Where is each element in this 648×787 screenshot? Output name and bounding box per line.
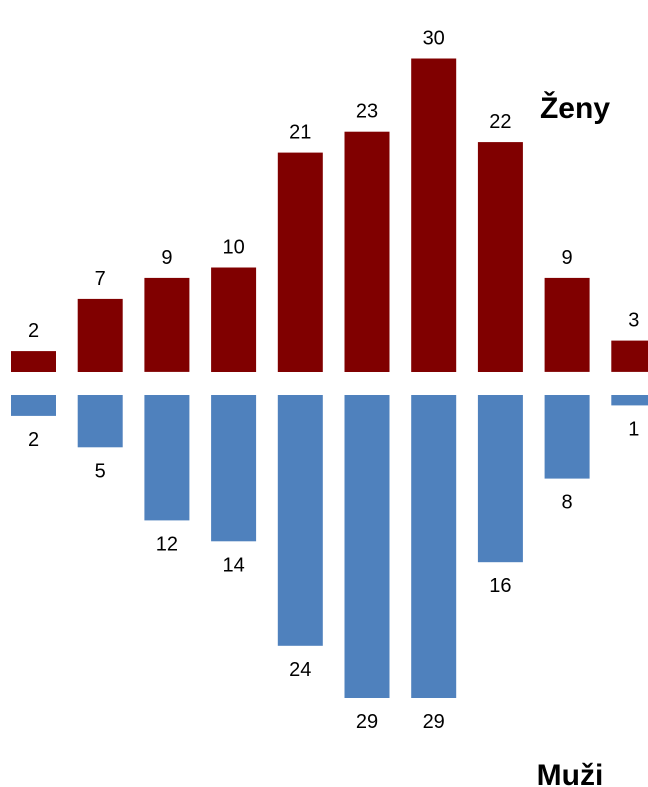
zeny-value-label-8: 22 [489, 111, 511, 133]
zeny-value-label-1: 2 [28, 320, 39, 342]
muzi-value-label-7: 29 [423, 711, 445, 733]
zeny-bar-3 [144, 277, 190, 372]
muzi-bar-3 [144, 395, 190, 521]
zeny-value-label-7: 30 [423, 28, 445, 50]
zeny-bar-6 [344, 131, 390, 372]
zeny-bar-5 [277, 152, 323, 372]
zeny-bar-10 [611, 340, 648, 372]
muzi-value-label-10: 1 [628, 418, 639, 440]
muzi-value-label-6: 29 [356, 711, 378, 733]
zeny-value-label-9: 9 [562, 247, 573, 269]
zeny-value-label-10: 3 [628, 310, 639, 332]
muzi-value-label-3: 12 [156, 533, 178, 555]
muzi-series-label: Muži [537, 759, 604, 787]
muzi-value-label-4: 14 [222, 554, 244, 576]
zeny-series: 2 7 9 10 21 23 30 22 9 3 [11, 28, 648, 372]
zeny-bar-7 [411, 58, 457, 372]
muzi-bar-1 [11, 395, 56, 416]
zeny-value-label-6: 23 [356, 101, 378, 123]
muzi-series: 2 5 12 14 24 29 29 16 8 1 [11, 395, 648, 733]
muzi-bar-4 [211, 395, 257, 542]
muzi-bar-8 [477, 395, 523, 563]
muzi-bar-5 [277, 395, 323, 646]
muzi-bar-2 [77, 395, 123, 448]
muzi-value-label-8: 16 [489, 575, 511, 597]
zeny-value-label-4: 10 [222, 237, 244, 259]
muzi-bar-6 [344, 395, 390, 698]
zeny-value-label-5: 21 [289, 122, 311, 144]
muzi-value-label-9: 8 [562, 492, 573, 514]
muzi-bar-7 [411, 395, 457, 698]
muzi-bar-10 [611, 395, 648, 406]
muzi-value-label-1: 2 [28, 429, 39, 451]
zeny-bar-4 [211, 267, 257, 372]
muzi-value-label-5: 24 [289, 659, 311, 681]
muzi-value-label-2: 5 [95, 460, 106, 482]
zeny-bar-8 [477, 142, 523, 372]
zeny-bar-1 [11, 351, 56, 372]
zeny-bar-9 [544, 277, 590, 372]
zeny-bar-2 [77, 298, 123, 372]
zeny-value-label-2: 7 [95, 268, 106, 290]
zeny-value-label-3: 9 [161, 247, 172, 269]
muzi-bar-9 [544, 395, 590, 479]
zeny-series-label: Ženy [540, 91, 610, 125]
